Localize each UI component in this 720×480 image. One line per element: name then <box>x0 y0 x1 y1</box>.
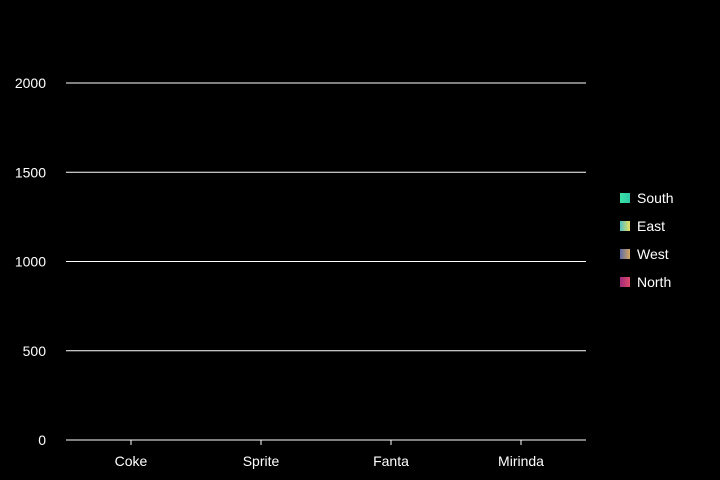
legend: South East West North <box>620 190 674 290</box>
y-axis-ticks: 0 500 1000 1500 2000 <box>15 75 46 448</box>
y-tick-label: 0 <box>38 432 46 448</box>
legend-swatch <box>620 221 630 231</box>
legend-label: North <box>637 274 671 290</box>
y-tick-label: 1000 <box>15 254 46 270</box>
x-tick-label: Coke <box>115 453 148 469</box>
grid-lines <box>66 82 586 352</box>
legend-swatch <box>620 249 630 259</box>
y-tick-label: 500 <box>23 343 47 359</box>
legend-label: West <box>637 246 669 262</box>
x-tick-label: Sprite <box>243 453 280 469</box>
y-tick-label: 1500 <box>15 164 46 180</box>
legend-label: South <box>637 190 674 206</box>
legend-item-south[interactable]: South <box>620 190 674 206</box>
legend-item-north[interactable]: North <box>620 274 671 290</box>
x-tick-label: Mirinda <box>498 453 544 469</box>
legend-swatch <box>620 193 630 203</box>
x-tick-label: Fanta <box>373 453 409 469</box>
y-tick-label: 2000 <box>15 75 46 91</box>
x-axis: Coke Sprite Fanta Mirinda <box>66 439 586 469</box>
legend-item-east[interactable]: East <box>620 218 665 234</box>
legend-item-west[interactable]: West <box>620 246 669 262</box>
legend-label: East <box>637 218 665 234</box>
legend-swatch <box>620 277 630 287</box>
